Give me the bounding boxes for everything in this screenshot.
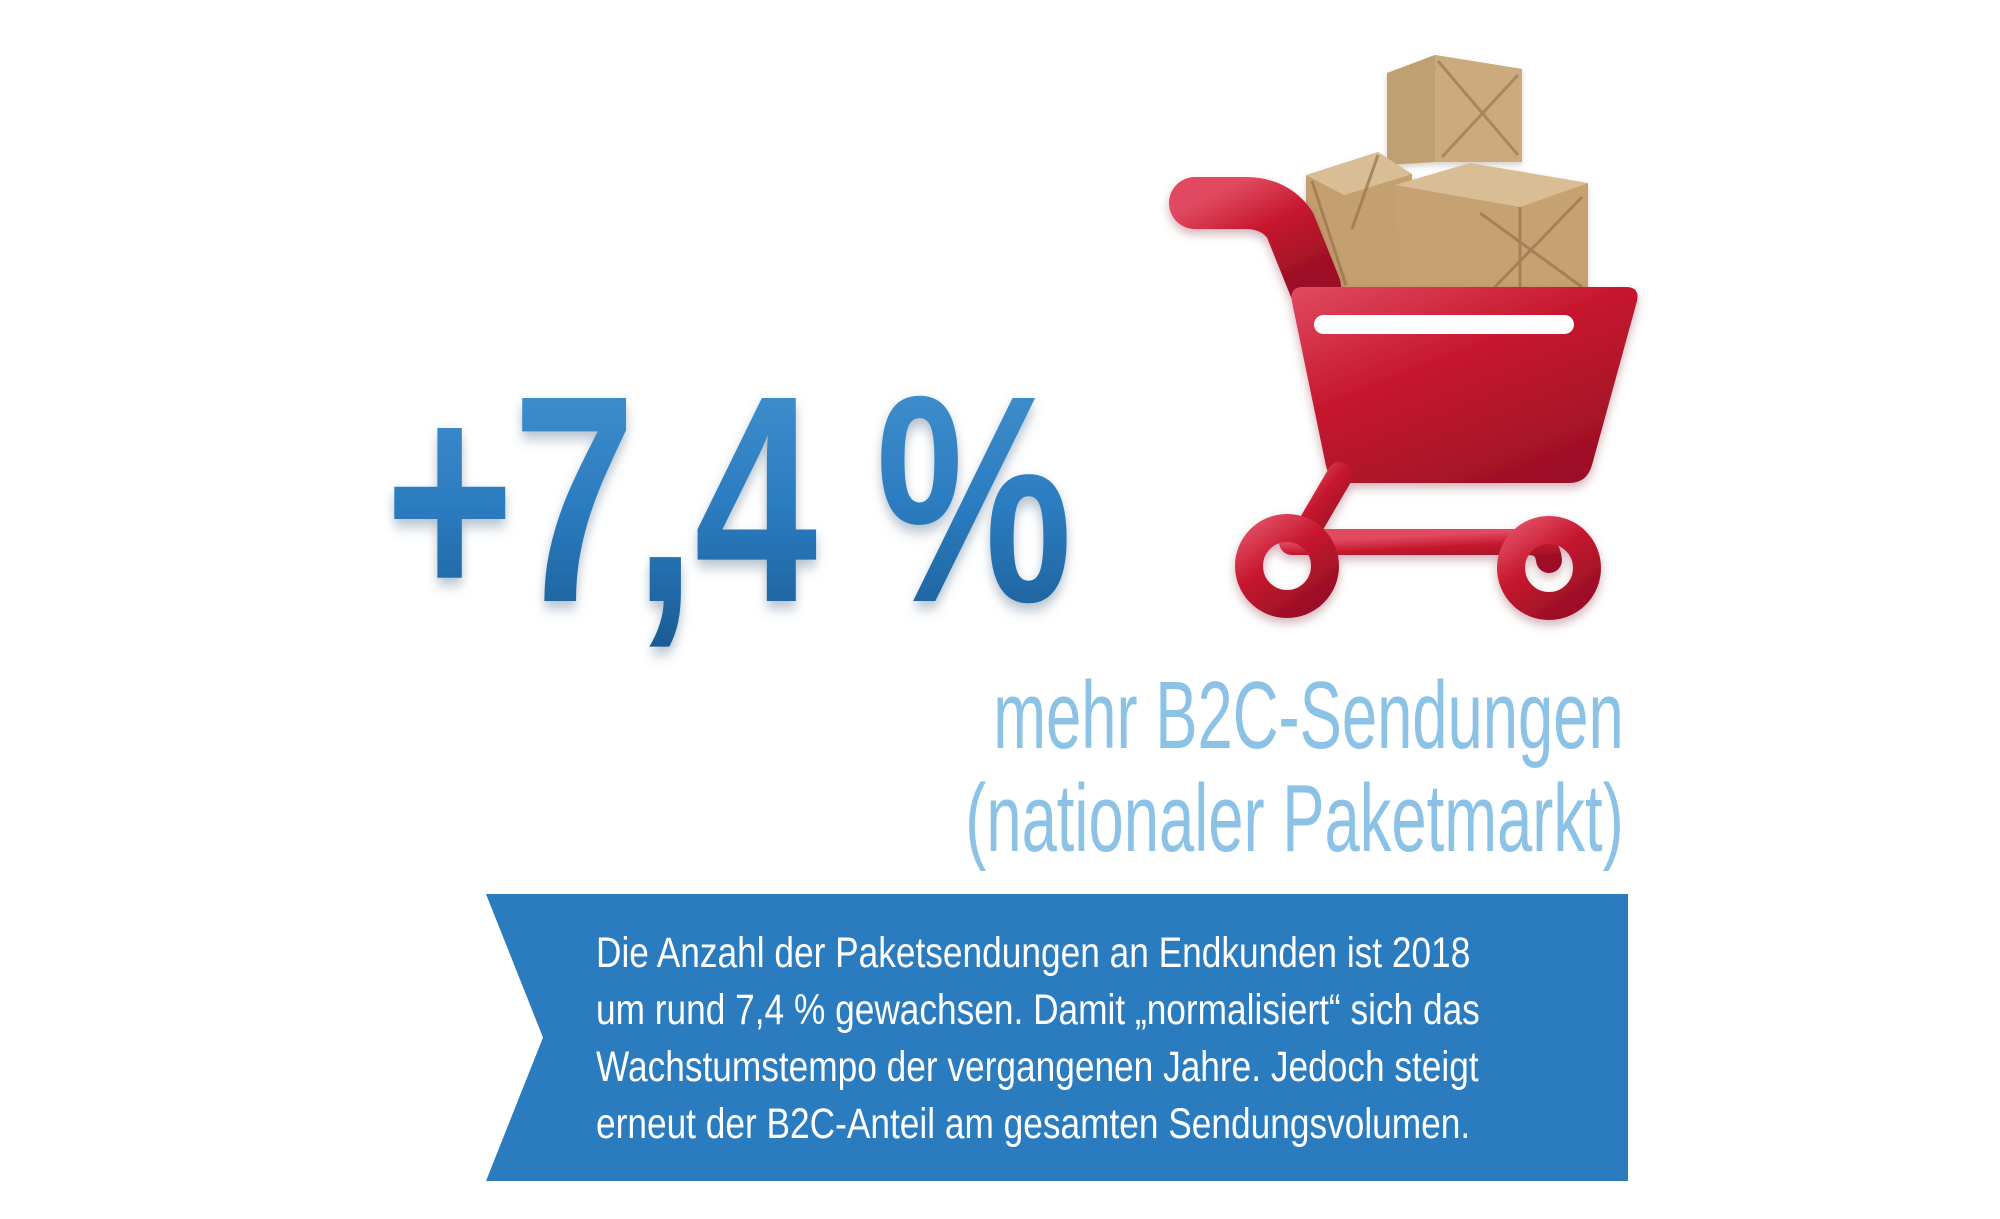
cart-shape — [1169, 177, 1638, 620]
description-banner: Die Anzahl der Paketsendungen an Endkund… — [486, 894, 1628, 1181]
banner-line: Die Anzahl der Paketsendungen an Endkund… — [596, 929, 1471, 977]
stat-caption: mehr B2C-Sendungen (nationaler Paketmark… — [965, 664, 1624, 870]
banner-line: Wachstumstempo der vergangenen Jahre. Je… — [596, 1043, 1479, 1091]
banner-text: Die Anzahl der Paketsendungen an Endkund… — [596, 925, 1480, 1153]
banner-line: erneut der B2C-Anteil am gesamten Sendun… — [596, 1100, 1471, 1148]
banner-line: um rund 7,4 % gewachsen. Damit „normalis… — [596, 986, 1480, 1034]
stat-value: +7,4 % — [385, 334, 1072, 664]
caption-line-1: mehr B2C-Sendungen — [993, 662, 1624, 769]
parcel-boxes-icon — [1306, 55, 1588, 295]
caption-line-2: (nationaler Paketmarkt) — [965, 765, 1624, 872]
shopping-cart-icon — [1169, 55, 1638, 620]
